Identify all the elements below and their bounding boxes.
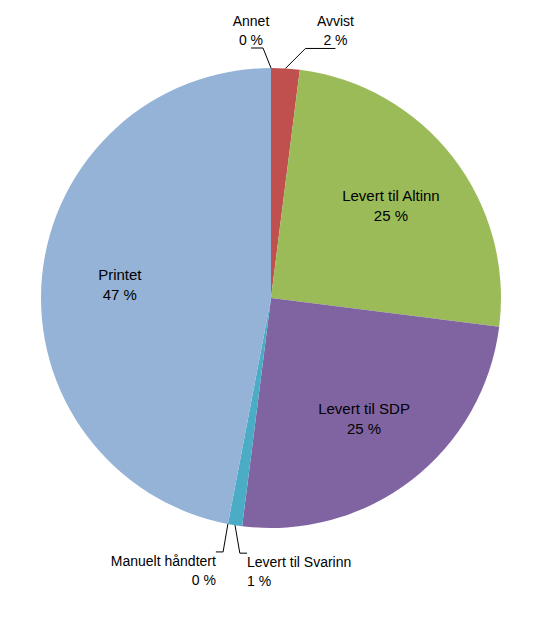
svg-text:Avvist: Avvist xyxy=(317,13,354,29)
svg-text:25 %: 25 % xyxy=(374,207,408,224)
svg-text:Levert til SDP: Levert til SDP xyxy=(318,400,410,417)
svg-text:Levert til Altinn: Levert til Altinn xyxy=(342,187,440,204)
svg-text:Annet: Annet xyxy=(233,13,270,29)
svg-text:0 %: 0 % xyxy=(192,572,216,588)
svg-text:0 %: 0 % xyxy=(239,32,263,48)
svg-text:2 %: 2 % xyxy=(323,32,347,48)
svg-text:Printet: Printet xyxy=(98,266,142,283)
svg-text:Manuelt håndtert: Manuelt håndtert xyxy=(111,553,216,569)
svg-text:Levert til Svarinn: Levert til Svarinn xyxy=(247,554,351,570)
svg-text:1 %: 1 % xyxy=(247,573,271,589)
svg-text:47 %: 47 % xyxy=(103,286,137,303)
svg-text:25 %: 25 % xyxy=(347,420,381,437)
